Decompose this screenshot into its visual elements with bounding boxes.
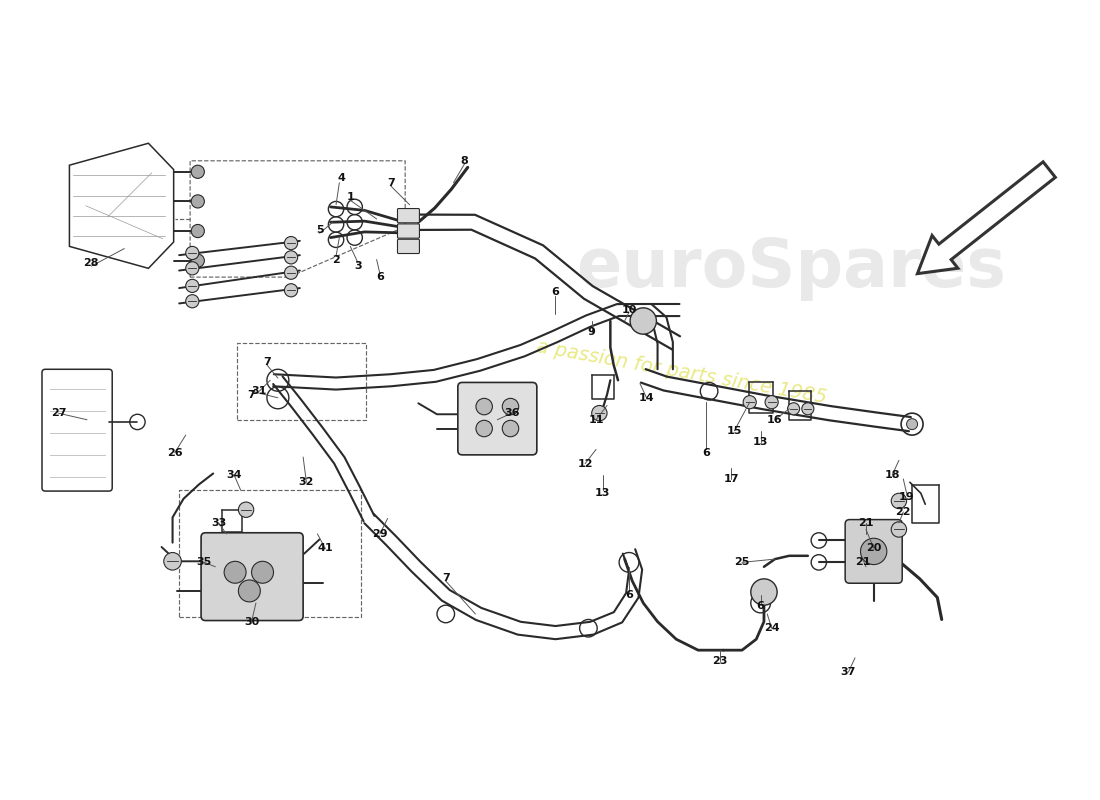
Circle shape bbox=[285, 237, 298, 250]
Circle shape bbox=[891, 522, 906, 537]
Text: 26: 26 bbox=[167, 448, 183, 458]
Text: 21: 21 bbox=[858, 518, 873, 528]
Text: 14: 14 bbox=[639, 393, 654, 403]
Text: 32: 32 bbox=[299, 478, 315, 487]
Text: euroSpares: euroSpares bbox=[576, 235, 1006, 302]
Text: 28: 28 bbox=[84, 258, 99, 268]
Circle shape bbox=[630, 308, 657, 334]
Circle shape bbox=[285, 284, 298, 297]
Text: 7: 7 bbox=[387, 178, 395, 188]
Text: 13: 13 bbox=[595, 488, 610, 498]
Text: 6: 6 bbox=[376, 272, 384, 282]
Text: 35: 35 bbox=[197, 558, 212, 567]
Circle shape bbox=[191, 225, 205, 238]
Text: 31: 31 bbox=[252, 386, 267, 396]
Circle shape bbox=[788, 402, 800, 415]
Text: a passion for parts since 1985: a passion for parts since 1985 bbox=[535, 338, 828, 407]
Text: 23: 23 bbox=[713, 656, 728, 666]
Circle shape bbox=[503, 398, 519, 415]
Circle shape bbox=[239, 502, 254, 518]
Text: 5: 5 bbox=[316, 225, 323, 235]
Circle shape bbox=[191, 195, 205, 208]
Circle shape bbox=[239, 580, 261, 602]
Text: 24: 24 bbox=[763, 623, 780, 634]
Circle shape bbox=[751, 579, 777, 605]
Text: 11: 11 bbox=[588, 414, 604, 425]
Text: 21: 21 bbox=[855, 558, 870, 567]
Text: 10: 10 bbox=[621, 305, 637, 315]
Text: 33: 33 bbox=[211, 518, 227, 528]
Text: 2: 2 bbox=[332, 254, 340, 265]
FancyBboxPatch shape bbox=[397, 209, 419, 222]
Circle shape bbox=[285, 250, 298, 264]
Text: 29: 29 bbox=[372, 529, 387, 539]
Circle shape bbox=[476, 420, 493, 437]
Circle shape bbox=[186, 294, 199, 308]
Text: 20: 20 bbox=[866, 543, 881, 553]
Text: 22: 22 bbox=[895, 507, 911, 517]
Circle shape bbox=[252, 562, 274, 583]
Text: 30: 30 bbox=[244, 617, 260, 626]
FancyBboxPatch shape bbox=[201, 533, 304, 621]
Text: 1: 1 bbox=[346, 192, 354, 202]
Circle shape bbox=[503, 420, 519, 437]
Text: 9: 9 bbox=[587, 327, 595, 337]
Text: 19: 19 bbox=[899, 491, 914, 502]
Circle shape bbox=[191, 165, 205, 178]
FancyBboxPatch shape bbox=[458, 382, 537, 455]
Circle shape bbox=[164, 553, 182, 570]
Text: 6: 6 bbox=[551, 287, 560, 298]
Text: 34: 34 bbox=[227, 470, 242, 480]
Text: 15: 15 bbox=[727, 426, 742, 436]
Text: 27: 27 bbox=[51, 408, 66, 418]
Text: 7: 7 bbox=[442, 573, 450, 582]
Text: 6: 6 bbox=[702, 448, 710, 458]
Text: 12: 12 bbox=[578, 458, 593, 469]
Circle shape bbox=[802, 402, 814, 415]
Circle shape bbox=[592, 406, 607, 421]
Text: 6: 6 bbox=[625, 590, 632, 600]
FancyBboxPatch shape bbox=[845, 519, 902, 583]
Text: 41: 41 bbox=[317, 543, 333, 553]
Circle shape bbox=[191, 254, 205, 267]
Text: 7: 7 bbox=[263, 357, 271, 366]
Circle shape bbox=[186, 279, 199, 293]
Text: 13: 13 bbox=[754, 437, 769, 446]
Text: 25: 25 bbox=[735, 558, 750, 567]
Circle shape bbox=[744, 396, 757, 409]
FancyArrow shape bbox=[917, 162, 1055, 274]
Text: 3: 3 bbox=[354, 261, 362, 271]
Text: 16: 16 bbox=[767, 414, 783, 425]
Circle shape bbox=[285, 266, 298, 279]
FancyBboxPatch shape bbox=[397, 224, 419, 238]
Text: 36: 36 bbox=[504, 408, 519, 418]
Text: 17: 17 bbox=[724, 474, 739, 484]
Text: 37: 37 bbox=[840, 667, 856, 677]
Circle shape bbox=[891, 494, 906, 509]
Text: 8: 8 bbox=[461, 156, 469, 166]
Text: 4: 4 bbox=[338, 174, 345, 183]
Circle shape bbox=[906, 418, 917, 430]
Text: 6: 6 bbox=[757, 602, 764, 611]
Circle shape bbox=[186, 262, 199, 275]
Circle shape bbox=[476, 398, 493, 415]
Circle shape bbox=[766, 396, 778, 409]
Circle shape bbox=[186, 246, 199, 259]
Circle shape bbox=[224, 562, 246, 583]
Text: 18: 18 bbox=[884, 470, 900, 480]
FancyBboxPatch shape bbox=[397, 239, 419, 254]
Circle shape bbox=[860, 538, 887, 565]
Text: 7: 7 bbox=[248, 390, 255, 399]
